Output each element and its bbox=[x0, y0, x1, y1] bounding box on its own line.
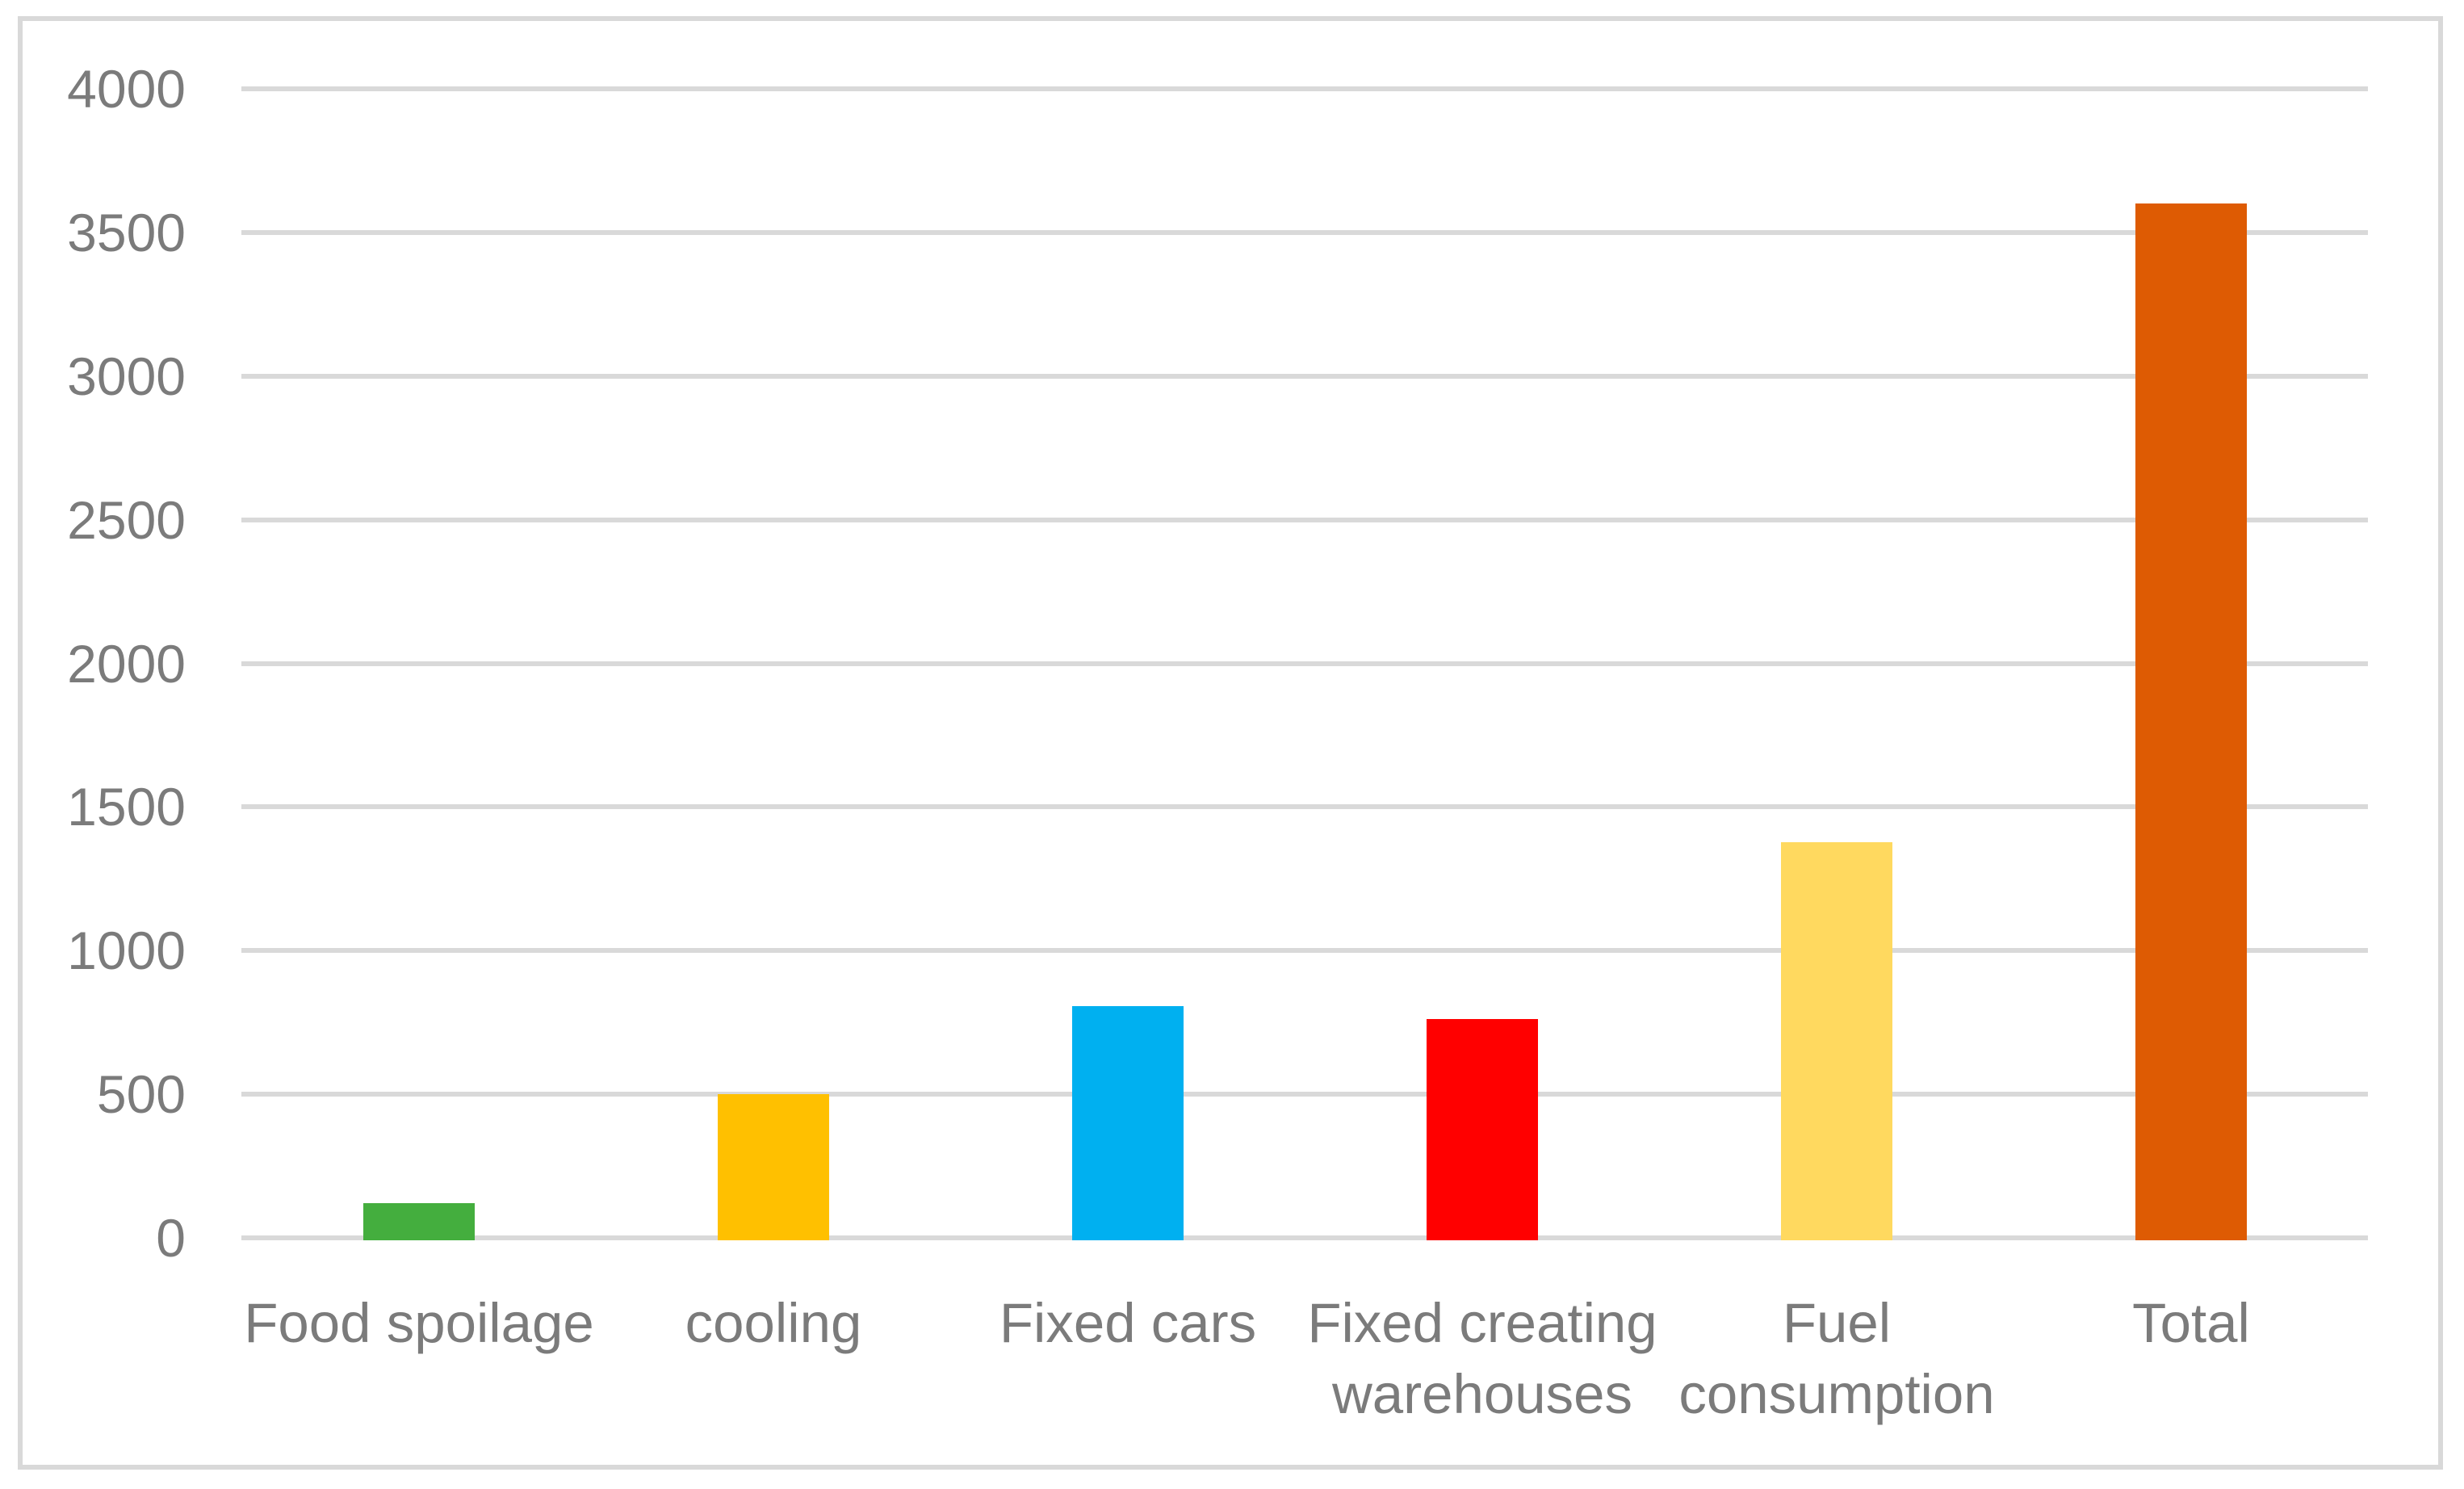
bar-fixed-creating-warehouses bbox=[1427, 1019, 1538, 1240]
x-label-food-spoilage: Food spoilage bbox=[233, 1288, 605, 1359]
y-tick-label-1500: 1500 bbox=[67, 777, 186, 837]
gridline-0 bbox=[241, 1235, 2368, 1240]
gridline-3000 bbox=[241, 374, 2368, 379]
x-label-line: Fuel bbox=[1782, 1292, 1892, 1354]
y-tick-label-3000: 3000 bbox=[67, 346, 186, 406]
x-label-line: Fixed creating bbox=[1307, 1292, 1657, 1354]
x-label-line: Total bbox=[2132, 1292, 2250, 1354]
x-label-line: warehouses bbox=[1331, 1363, 1633, 1425]
bar-fixed-cars bbox=[1072, 1006, 1184, 1240]
x-label-line: consumption bbox=[1678, 1363, 1995, 1425]
x-label-total: Total bbox=[2005, 1288, 2377, 1359]
gridline-2500 bbox=[241, 518, 2368, 522]
gridline-4000 bbox=[241, 86, 2368, 91]
bar-fuel-consumption bbox=[1781, 842, 1892, 1240]
x-label-fixed-creating-warehouses: Fixed creating warehouses bbox=[1297, 1288, 1668, 1430]
x-label-line: Fixed cars bbox=[999, 1292, 1257, 1354]
y-tick-label-0: 0 bbox=[156, 1208, 186, 1268]
y-tick-label-1000: 1000 bbox=[67, 921, 186, 980]
bar-total bbox=[2135, 203, 2247, 1240]
y-tick-label-2500: 2500 bbox=[67, 490, 186, 550]
gridline-2000 bbox=[241, 661, 2368, 666]
gridline-1000 bbox=[241, 948, 2368, 953]
y-tick-label-4000: 4000 bbox=[67, 59, 186, 119]
bar-cooling bbox=[718, 1094, 829, 1240]
gridline-1500 bbox=[241, 804, 2368, 809]
x-label-line: cooling bbox=[685, 1292, 862, 1354]
gridline-3500 bbox=[241, 230, 2368, 235]
x-label-fixed-cars: Fixed cars bbox=[942, 1288, 1314, 1359]
bar-food-spoilage bbox=[363, 1203, 475, 1240]
x-label-cooling: cooling bbox=[588, 1288, 959, 1359]
x-label-fuel-consumption: Fuel consumption bbox=[1651, 1288, 2022, 1430]
y-tick-label-3500: 3500 bbox=[67, 203, 186, 262]
x-label-line: Food spoilage bbox=[244, 1292, 594, 1354]
gridline-500 bbox=[241, 1092, 2368, 1097]
y-tick-label-500: 500 bbox=[96, 1064, 186, 1124]
y-tick-label-2000: 2000 bbox=[67, 634, 186, 694]
